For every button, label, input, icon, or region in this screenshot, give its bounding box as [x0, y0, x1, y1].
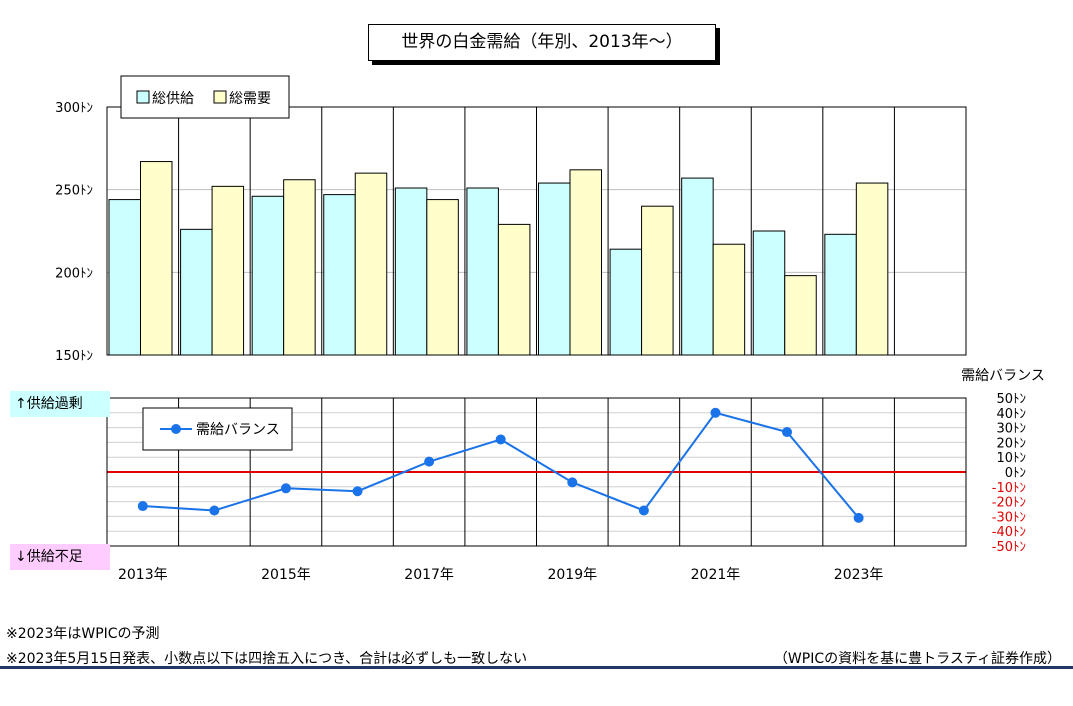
balance-point — [352, 486, 363, 497]
x-tick-label: 2021年 — [691, 567, 741, 583]
balance-point — [280, 483, 291, 494]
bar-y-tick-label: 200ﾄﾝ — [55, 266, 93, 281]
x-tick-label: 2023年 — [834, 567, 884, 583]
balance-y-tick-label: -20ﾄﾝ — [992, 496, 1026, 511]
balance-point — [638, 505, 649, 516]
demand-bar — [426, 199, 459, 356]
supply-bar — [681, 177, 714, 356]
supply-bar — [394, 187, 428, 356]
balance-y-tick-label: -30ﾄﾝ — [992, 510, 1026, 525]
supply-bar — [538, 182, 571, 356]
balance-point — [495, 434, 506, 445]
balance-point — [710, 407, 721, 418]
demand-bar — [569, 169, 602, 356]
bar-chart-bars — [108, 161, 889, 356]
balance-point — [137, 501, 148, 512]
demand-bar — [855, 182, 889, 356]
bar-y-tick-label: 250ﾄﾝ — [55, 184, 93, 199]
x-tick-label: 2013年 — [118, 567, 168, 583]
balance-point — [209, 505, 220, 516]
supply-bar — [323, 194, 356, 356]
line-plot-border — [106, 397, 967, 547]
demand-bar — [211, 185, 245, 356]
balance-legend-label: 需給バランス — [196, 422, 280, 438]
bar-chart-legend: 総供給 総需要 — [120, 75, 290, 119]
balance-y-tick-label: 40ﾄﾝ — [996, 407, 1026, 422]
supply-bar — [752, 230, 786, 356]
balance-point — [567, 477, 578, 488]
chart-title: 世界の白金需給（年別、2013年〜） — [368, 24, 716, 61]
demand-legend-swatch — [213, 90, 227, 104]
demand-bar — [712, 243, 746, 356]
supply-bar — [251, 195, 285, 356]
demand-bar — [139, 161, 173, 356]
balance-y-tick-label: 50ﾄﾝ — [996, 392, 1026, 407]
bar-y-tick-label: 300ﾄﾝ — [55, 101, 93, 116]
balance-point — [782, 427, 793, 438]
supply-bar — [609, 248, 643, 356]
balance-y-tick-label: -10ﾄﾝ — [992, 481, 1026, 496]
balance-axis-label: 需給バランス — [961, 368, 1045, 384]
demand-bar — [784, 275, 817, 356]
line-chart-legend: 需給バランス — [142, 407, 293, 451]
x-tick-label: 2019年 — [547, 567, 597, 583]
balance-point — [853, 512, 864, 523]
balance-line-series — [137, 407, 864, 523]
balance-y-tick-label: -50ﾄﾝ — [992, 540, 1026, 555]
balance-y-tick-label: -40ﾄﾝ — [992, 525, 1026, 540]
balance-y-tick-label: 30ﾄﾝ — [996, 422, 1026, 437]
line-chart-y-ticks: 50ﾄﾝ40ﾄﾝ30ﾄﾝ20ﾄﾝ10ﾄﾝ0ﾄﾝ-10ﾄﾝ-20ﾄﾝ-30ﾄﾝ-4… — [992, 392, 1026, 555]
bar-chart-grid — [106, 106, 967, 356]
demand-bar — [497, 223, 531, 356]
x-tick-label: 2015年 — [261, 567, 311, 583]
bottom-divider — [0, 666, 1073, 669]
bar-y-tick-label: 150ﾄﾝ — [55, 349, 93, 364]
demand-legend-label: 総需要 — [229, 91, 271, 107]
line-chart-grid — [106, 397, 967, 547]
bar-plot-border — [106, 106, 967, 356]
demand-bar — [354, 172, 388, 356]
rounding-note: ※2023年5月15日発表、小数点以下は四捨五入につき、合計は必ずしも一致しない — [6, 651, 528, 667]
supply-bar — [180, 228, 213, 356]
x-axis-tick-labels: 2013年 2015年 2017年 2019年 2021年 2023年 — [118, 567, 883, 583]
balance-y-tick-label: 20ﾄﾝ — [996, 436, 1026, 451]
balance-point — [424, 456, 435, 467]
bar-chart-y-ticks: 150ﾄﾝ 200ﾄﾝ 250ﾄﾝ 300ﾄﾝ — [55, 101, 93, 364]
supply-bar — [466, 187, 499, 356]
deficit-tag: ↓供給不足 — [10, 544, 110, 570]
supply-legend-swatch — [136, 90, 150, 104]
demand-bar — [283, 179, 316, 356]
surplus-tag: ↑供給過剰 — [10, 391, 110, 417]
source-note: （WPICの資料を基に豊トラスティ証券作成） — [773, 651, 1061, 667]
supply-legend-label: 総供給 — [152, 91, 194, 107]
supply-bar — [108, 199, 141, 356]
supply-bar — [824, 233, 857, 356]
balance-y-tick-label: 10ﾄﾝ — [996, 451, 1026, 466]
x-tick-label: 2017年 — [404, 567, 454, 583]
balance-legend-marker — [171, 424, 181, 434]
demand-bar — [641, 205, 674, 356]
balance-y-tick-label: 0ﾄﾝ — [1005, 466, 1026, 481]
forecast-note: ※2023年はWPICの予測 — [6, 626, 160, 642]
